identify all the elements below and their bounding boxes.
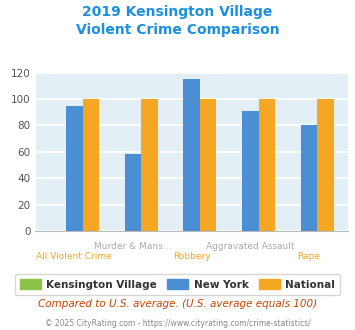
Bar — [200, 99, 216, 231]
Text: Rape: Rape — [297, 252, 321, 261]
Text: All Violent Crime: All Violent Crime — [37, 252, 112, 261]
Bar — [83, 99, 99, 231]
Legend: Kensington Village, New York, National: Kensington Village, New York, National — [15, 274, 340, 295]
Bar — [317, 99, 334, 231]
Text: Compared to U.S. average. (U.S. average equals 100): Compared to U.S. average. (U.S. average … — [38, 299, 317, 309]
Bar — [242, 111, 258, 231]
Bar — [66, 106, 83, 231]
Text: Robbery: Robbery — [173, 252, 211, 261]
Bar — [184, 79, 200, 231]
Text: 2019 Kensington Village
Violent Crime Comparison: 2019 Kensington Village Violent Crime Co… — [76, 5, 279, 37]
Bar — [141, 99, 158, 231]
Text: © 2025 CityRating.com - https://www.cityrating.com/crime-statistics/: © 2025 CityRating.com - https://www.city… — [45, 319, 310, 328]
Bar — [125, 154, 141, 231]
Text: Aggravated Assault: Aggravated Assault — [206, 242, 295, 250]
Bar — [301, 125, 317, 231]
Text: Murder & Mans...: Murder & Mans... — [94, 242, 172, 250]
Bar — [258, 99, 275, 231]
